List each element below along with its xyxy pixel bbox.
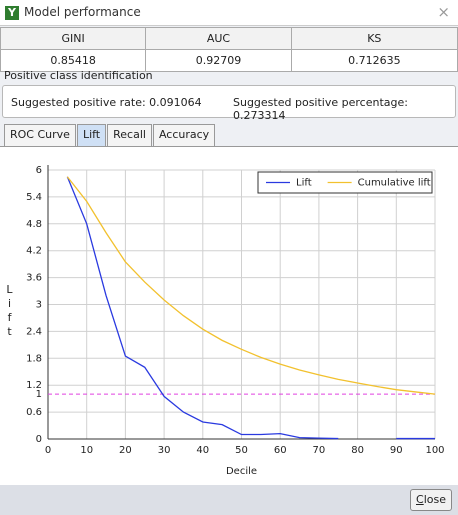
reference-label: 1 <box>36 389 42 400</box>
x-axis-label: Decile <box>226 466 257 477</box>
x-tick-label: 80 <box>351 445 364 456</box>
cell: 0.85418 <box>0 49 147 72</box>
cell: 0.92709 <box>145 49 292 72</box>
tab[interactable]: Lift <box>76 124 107 147</box>
x-tick-label: 90 <box>390 445 403 456</box>
y-tick-label: 0.6 <box>26 407 42 418</box>
y-tick-label: 1.2 <box>26 380 42 391</box>
y-tick-label: 3 <box>36 300 42 311</box>
y-tick-label: 3.6 <box>26 273 42 284</box>
header-cell: GINI <box>0 27 147 50</box>
y-tick-label: 1.8 <box>26 353 42 364</box>
title-bar: Y Model performance × <box>0 0 458 26</box>
chart: 00.61.21.82.433.64.24.85.460 10 20 30 40 50 60… <box>26 165 445 477</box>
tab[interactable]: ROC Curve <box>4 124 76 147</box>
legend-label: Cumulative lift <box>358 178 431 189</box>
close-button[interactable]: Close <box>410 489 452 511</box>
y-tick-label: 6 <box>36 165 42 176</box>
x-tick-label: 60 <box>274 445 287 456</box>
x-tick-label: 0 <box>45 445 51 456</box>
suggestion-box: Suggested positive rate: 0.091064 Sugges… <box>2 85 456 122</box>
header-cell: KS <box>290 27 458 50</box>
app-icon: Y <box>5 6 19 20</box>
y-tick-label: 4.8 <box>26 219 42 230</box>
y-tick-label: 5.4 <box>26 192 42 203</box>
x-tick-label: 100 <box>425 445 444 456</box>
suggested-percentage: Suggested positive percentage: 0.273314 <box>233 96 408 122</box>
x-tick-label: 30 <box>158 445 171 456</box>
x-tick-label: 70 <box>313 445 326 456</box>
window-title: Model performance <box>24 5 141 19</box>
y-axis-label: Lift <box>3 283 16 339</box>
close-window[interactable]: × <box>437 3 450 21</box>
legend-label: Lift <box>296 178 312 189</box>
tab[interactable]: Accuracy <box>152 124 216 147</box>
suggested-rate: Suggested positive rate: 0.091064 <box>11 96 202 109</box>
header-cell: AUC <box>145 27 292 50</box>
chart-panel: 0 0.6 1.2 1.8 2.4 3 3.6 4.2 4.8 5.4 6 0 10 20 30 40 50 60… <box>0 146 458 485</box>
tab-bar: ROC Curve Lift Recall Accuracy <box>4 124 216 147</box>
metrics-table: GINI AUC KS 0.85418 0.92709 0.712635 <box>0 27 458 72</box>
cell: 0.712635 <box>290 49 458 72</box>
section-title: Positive class identification <box>4 69 153 82</box>
y-tick-label: 0 <box>36 434 42 445</box>
x-tick-label: 50 <box>235 445 248 456</box>
x-tick-label: 40 <box>196 445 209 456</box>
tab[interactable]: Recall <box>107 124 152 147</box>
series-line <box>66 176 436 395</box>
x-tick-label: 10 <box>80 445 93 456</box>
y-tick-label: 4.2 <box>26 246 42 257</box>
button-bar: Close <box>0 485 458 515</box>
series-line <box>66 176 435 440</box>
y-tick-label: 2.4 <box>26 326 42 337</box>
x-tick-label: 20 <box>119 445 132 456</box>
